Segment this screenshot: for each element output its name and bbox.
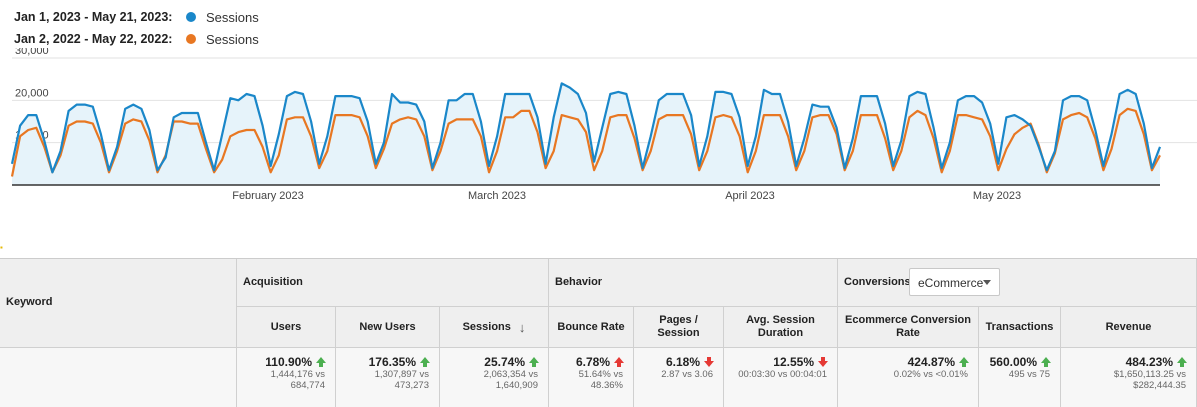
comparison-line-1: 1,307,897 vs [374,369,429,380]
comparison-line-1: 1,444,176 vs [270,369,325,380]
total-value-text: 6.78% [575,355,610,369]
total-value-text: 176.35% [368,355,416,369]
keyword-column-header[interactable]: Keyword [0,259,237,348]
column-header-new-users[interactable]: New Users [336,307,440,348]
total-cell-revenue: 484.23% $1,650,113.25 vs $282,444.35 [1061,348,1197,407]
total-cell-new-users: 176.35% 1,307,897 vs 473,273 [336,348,440,407]
legend-range-previous: Jan 2, 2022 - May 22, 2022: [14,32,173,46]
group-acquisition: Acquisition [237,259,549,307]
total-cell-users: 110.90% 1,444,176 vs 684,774 [237,348,336,407]
arrow-down-icon [818,357,828,367]
y-tick-label: 20,000 [15,87,49,99]
y-tick-label: 30,000 [15,48,49,57]
x-tick-label: May 2023 [973,190,1021,202]
total-value: 6.78% [549,355,625,369]
column-header-avg-session-duration[interactable]: Avg. Session Duration [724,307,838,348]
total-value: 424.87% [838,355,970,369]
column-header-bounce-rate[interactable]: Bounce Rate [549,307,634,348]
total-value: 560.00% [979,355,1052,369]
comparison-line-2: 684,774 [290,380,325,391]
legend-range-current: Jan 1, 2023 - May 21, 2023: [14,10,173,24]
total-value-text: 12.55% [773,355,814,369]
total-value-text: 424.87% [907,355,955,369]
total-cell-bounce-rate: 6.78% 51.64% vs 48.36% [549,348,634,407]
column-header-sessions[interactable]: Sessions ↓ [440,307,549,348]
chart-legend: Jan 1, 2023 - May 21, 2023: Sessions Jan… [14,6,259,50]
group-conversions: Conversions [838,259,1197,307]
comparison-line-1: 0.02% vs <0.01% [893,369,968,380]
column-header-users[interactable]: Users [237,307,336,348]
arrow-up-icon [420,357,430,367]
conversions-type-select[interactable]: eCommerce [909,268,1000,296]
legend-series-current: Sessions [206,9,259,25]
total-value: 25.74% [440,355,540,369]
legend-row-previous: Jan 2, 2022 - May 22, 2022: Sessions [14,28,259,50]
arrow-down-icon [704,357,714,367]
total-cell-ecommerce-conversion-rate: 424.87% 0.02% vs <0.01% [838,348,979,407]
arrow-up-icon [1177,357,1187,367]
column-header-pages-session[interactable]: Pages / Session [634,307,724,348]
x-tick-label: April 2023 [725,190,775,202]
column-header-revenue[interactable]: Revenue [1061,307,1197,348]
x-tick-label: February 2023 [232,190,304,202]
total-value: 484.23% [1061,355,1188,369]
total-cell-pages-session: 6.18% 2.87 vs 3.06 [634,348,724,407]
corner-mark: ▪ [0,243,3,252]
chevron-down-icon [983,280,991,285]
keyword-total-cell [0,348,237,407]
total-value: 110.90% [237,355,327,369]
sort-descending-icon[interactable]: ↓ [518,319,526,335]
total-value: 176.35% [336,355,431,369]
total-value-text: 560.00% [989,355,1037,369]
column-header-ecommerce-conversion-rate[interactable]: Ecommerce Conversion Rate [838,307,979,348]
comparison-line-1: 495 vs 75 [1008,369,1050,380]
comparison-line-2: 473,273 [394,380,429,391]
arrow-up-icon [959,357,969,367]
legend-dot-previous [186,34,196,44]
total-value-text: 484.23% [1125,355,1173,369]
comparison-line-1: 2,063,354 vs [483,369,538,380]
comparison-line-2: 48.36% [590,380,623,391]
comparison-line-2: $282,444.35 [1133,380,1186,391]
column-header-sessions-label: Sessions [462,320,511,333]
column-header-transactions[interactable]: Transactions [979,307,1061,348]
group-behavior: Behavior [549,259,838,307]
arrow-up-icon [1041,357,1051,367]
total-value: 12.55% [724,355,829,369]
legend-series-previous: Sessions [206,31,259,47]
comparison-line-1: 00:03:30 vs 00:04:01 [738,369,827,380]
series-line-current [10,82,1162,174]
legend-row-current: Jan 1, 2023 - May 21, 2023: Sessions [14,6,259,28]
total-value: 6.18% [634,355,715,369]
conversions-select-value: eCommerce [918,276,984,290]
total-cell-transactions: 560.00% 495 vs 75 [979,348,1061,407]
total-cell-sessions: 25.74% 2,063,354 vs 1,640,909 [440,348,549,407]
comparison-line-1: $1,650,113.25 vs [1113,369,1186,380]
total-cell-avg-session-duration: 12.55% 00:03:30 vs 00:04:01 [724,348,838,407]
comparison-line-1: 51.64% vs [578,369,623,380]
report-table: Keyword Acquisition Behavior Conversions… [0,258,1197,407]
arrow-up-icon [316,357,326,367]
x-tick-label: March 2023 [468,190,526,202]
legend-dot-current [186,12,196,22]
comparison-line-1: 2.87 vs 3.06 [661,369,713,380]
total-value-text: 25.74% [484,355,525,369]
series-line-previous [10,107,1161,177]
comparison-line-2: 1,640,909 [495,380,538,391]
total-value-text: 6.18% [665,355,700,369]
arrow-up-icon [614,357,624,367]
total-value-text: 110.90% [265,355,312,369]
arrow-up-icon [529,357,539,367]
